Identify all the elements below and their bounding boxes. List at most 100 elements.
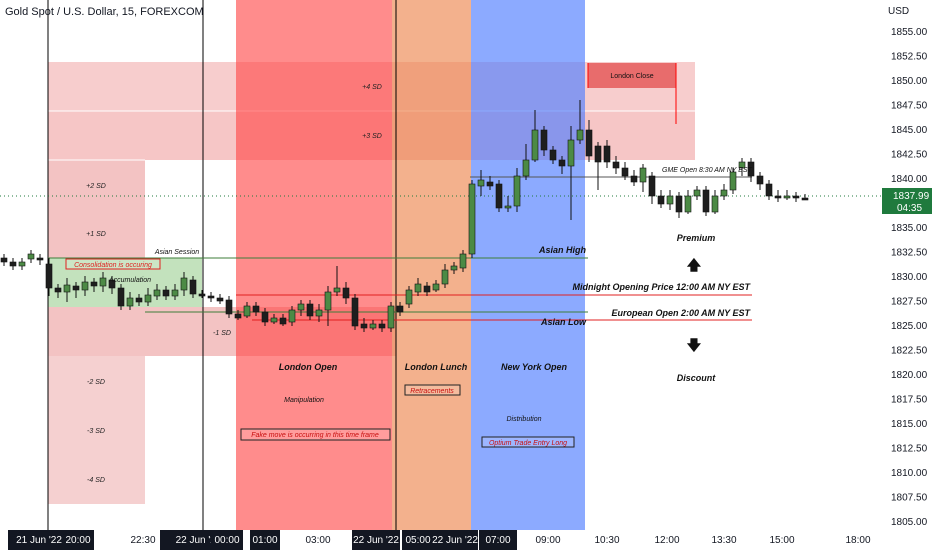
bearish-candle	[495, 183, 503, 209]
bearish-candle	[279, 317, 287, 325]
price-tick-label: 1850.00	[891, 76, 928, 87]
price-tick-label: 1815.00	[891, 419, 928, 430]
bearish-candle	[342, 287, 350, 299]
bearish-candle	[189, 279, 197, 295]
symbol-title[interactable]: Gold Spot / U.S. Dollar, 15, FOREXCOM	[5, 6, 204, 18]
price-tick-label: 1825.00	[891, 321, 928, 332]
london-close-box[interactable]	[588, 63, 676, 88]
bearish-candle	[792, 195, 800, 199]
time-tick-label: 22:30	[130, 535, 155, 546]
bearish-candle	[396, 305, 404, 313]
bearish-candle	[594, 145, 602, 163]
asian-session-label: Asian Session	[154, 249, 199, 256]
optimum-entry-label-box	[481, 436, 575, 448]
time-highlight-box	[402, 530, 434, 550]
bearish-candle	[486, 181, 494, 187]
bearish-candle	[216, 297, 224, 302]
bearish-candle	[198, 293, 206, 297]
retracements-label-box	[404, 384, 461, 396]
manipulation-label: Manipulation	[284, 397, 324, 404]
bearish-candle	[585, 129, 593, 157]
time-highlight-box	[8, 530, 70, 550]
bullish-candle	[432, 283, 440, 291]
bullish-candle	[666, 195, 674, 205]
london-lunch-box[interactable]	[392, 0, 471, 530]
bullish-candle	[297, 303, 305, 311]
bearish-candle	[648, 175, 656, 197]
sd-label-minus4: -4 SD	[87, 477, 105, 484]
optimum-entry-label: Optium Trade Entry Long	[489, 440, 567, 447]
bearish-candle	[630, 175, 638, 183]
time-highlight-box	[211, 530, 243, 550]
last-price-badge	[882, 188, 932, 214]
bullish-candle	[441, 269, 449, 285]
bearish-candle	[162, 289, 170, 297]
price-tick-label: 1835.00	[891, 223, 928, 234]
price-tick-label: 1817.50	[891, 395, 928, 406]
bearish-candle	[423, 285, 431, 293]
london-close-label: London Close	[610, 73, 653, 80]
price-tick-label: 1845.00	[891, 125, 928, 136]
price-tick-label: 1807.50	[891, 493, 928, 504]
sd-label-minus1: -1 SD	[213, 330, 231, 337]
countdown-timer: 04:35	[897, 203, 922, 214]
bearish-candle	[108, 279, 116, 289]
asian-range-box[interactable]	[48, 258, 202, 307]
accumulation-label: Accumulation	[108, 277, 151, 284]
time-tick-label: 09:00	[535, 535, 560, 546]
gme-open-label: GME Open 8:30 AM NY EST	[662, 167, 753, 174]
bearish-candle	[90, 281, 98, 287]
discount-label: Discount	[677, 373, 717, 383]
bullish-candle	[459, 253, 467, 269]
bullish-candle	[504, 205, 512, 209]
bearish-candle	[675, 195, 683, 213]
sd-label-minus2: -2 SD	[87, 379, 105, 386]
sd-label-plus2: +2 SD	[86, 183, 106, 190]
consolidation-label: Consolidation is occuring	[74, 262, 152, 269]
bearish-candle	[72, 285, 80, 291]
bearish-candle	[540, 129, 548, 151]
time-highlight-label: 01:00	[252, 535, 277, 546]
bullish-candle	[270, 317, 278, 323]
sd-label-plus1: +1 SD	[86, 231, 106, 238]
sd-zone-plus1	[48, 209, 145, 258]
bullish-candle	[27, 253, 35, 260]
bearish-candle	[117, 287, 125, 307]
arrow-up-icon: 🡅	[687, 258, 702, 274]
time-highlight-label: 20:00	[65, 535, 90, 546]
price-axis-ticks: 1855.00 1852.50 1850.00 1847.50 1845.00 1842.…	[891, 27, 928, 528]
candlestick-series[interactable]	[0, 100, 809, 332]
bearish-candle	[765, 183, 773, 197]
bearish-candle	[378, 323, 386, 329]
time-highlight-label: 22 Jun '22	[432, 535, 478, 546]
london-lunch-label: London Lunch	[405, 362, 468, 372]
bearish-candle	[225, 299, 233, 315]
time-highlight-label: 22 Jun '22	[353, 535, 399, 546]
time-highlight-label: 07:00	[485, 535, 510, 546]
price-axis[interactable]	[882, 0, 932, 530]
bullish-candle	[522, 159, 530, 177]
time-highlight-box	[479, 530, 517, 550]
bearish-candle	[756, 175, 764, 185]
time-highlight-label: 22 Jun '22	[176, 535, 222, 546]
bullish-candle	[387, 305, 395, 329]
bullish-candle	[639, 167, 647, 183]
price-tick-label: 1840.00	[891, 174, 928, 185]
london-session-box[interactable]	[236, 0, 392, 530]
price-tick-label: 1832.50	[891, 248, 928, 259]
bearish-candle	[234, 313, 242, 319]
sd-zone-plus2	[48, 160, 145, 209]
bearish-candle	[351, 297, 359, 327]
retracements-label: Retracements	[410, 388, 454, 395]
bearish-candle	[207, 295, 215, 299]
premium-label: Premium	[677, 233, 716, 243]
european-open-label: European Open 2:00 AM NY EST	[611, 308, 751, 318]
sd-zone-minus2	[48, 356, 145, 405]
price-tick-label: 1822.50	[891, 346, 928, 357]
bullish-candle	[333, 287, 341, 293]
newyork-session-box[interactable]	[471, 0, 585, 530]
bullish-candle	[180, 277, 188, 291]
bullish-candle	[783, 195, 791, 199]
bullish-candle	[531, 129, 539, 161]
